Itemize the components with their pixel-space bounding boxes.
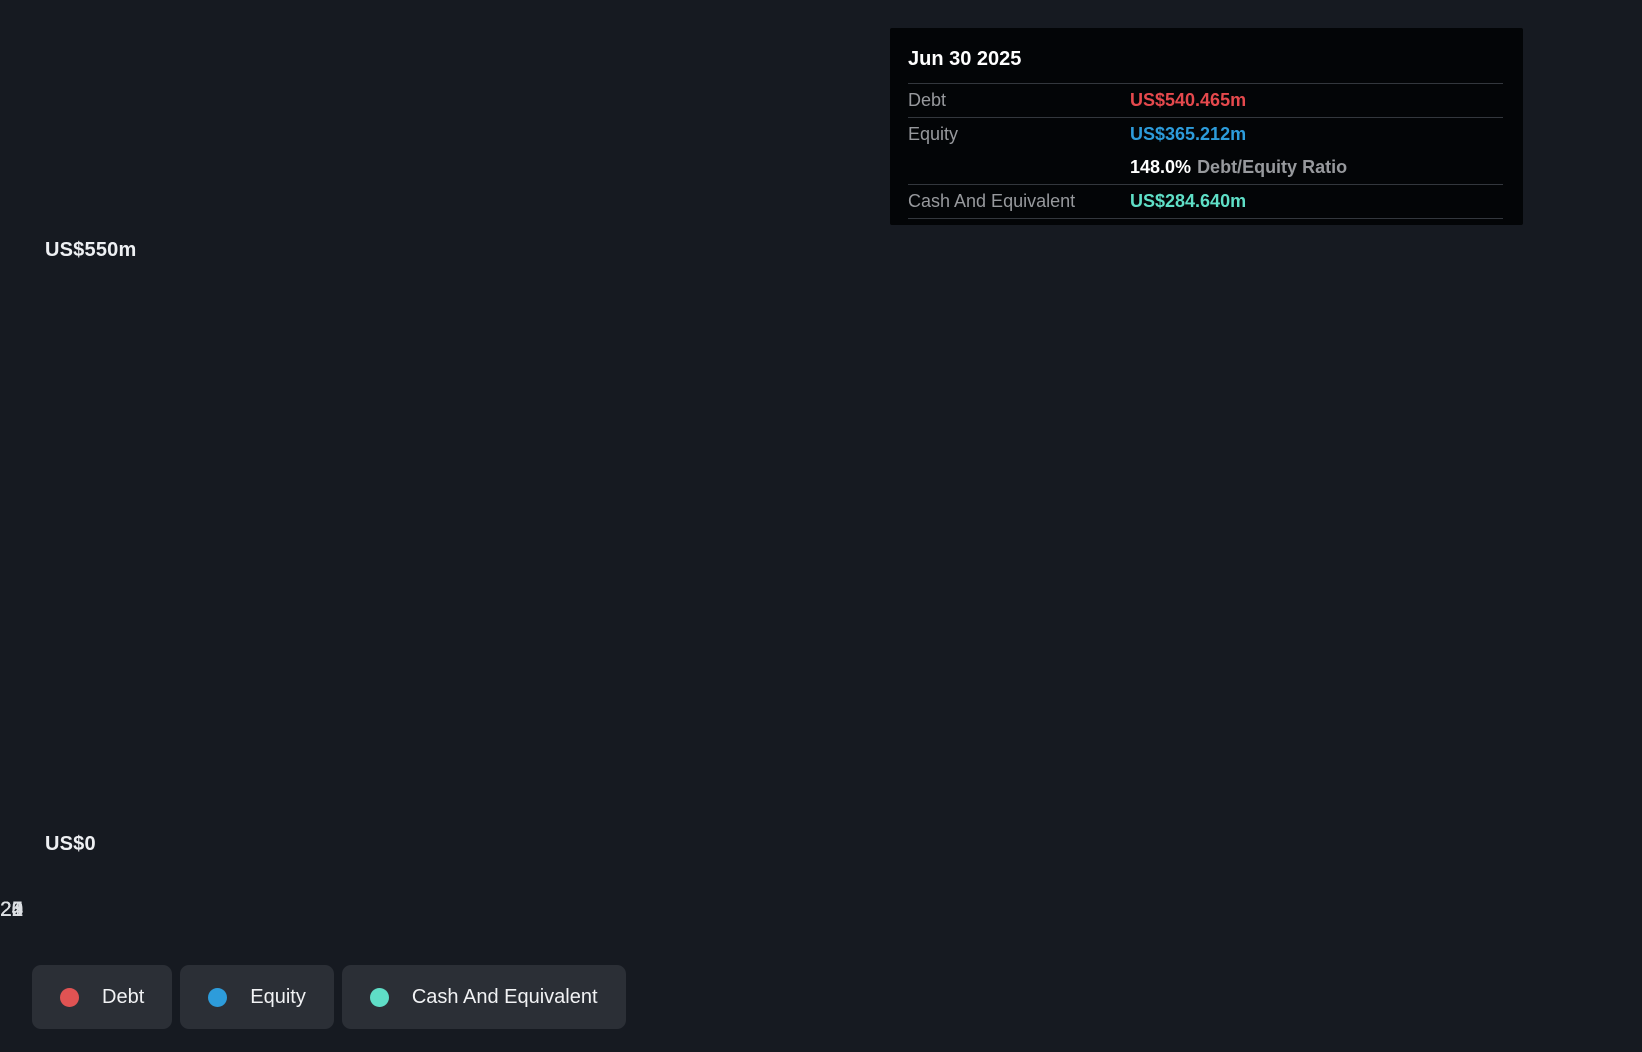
equity-series-dot-icon — [208, 987, 228, 1007]
cash-series-dot-icon — [369, 987, 389, 1007]
y-axis-zero-label: US$0 — [45, 833, 96, 855]
hover-tooltip: Jun 30 2025 Debt US$540.465m Equity US$3… — [890, 28, 1523, 225]
legend-debt-label: Debt — [102, 985, 145, 1008]
x-tick-label-2023: 2023 — [0, 898, 24, 921]
tooltip-equity-value: US$365.212m — [1130, 124, 1247, 144]
legend-equity-label: Equity — [250, 985, 306, 1008]
tooltip-row-cash: Cash And Equivalent US$284.640m — [908, 185, 1503, 219]
tooltip-equity-label: Equity — [908, 124, 959, 144]
tooltip-cash-value: US$284.640m — [1130, 191, 1247, 211]
tooltip-cash-label: Cash And Equivalent — [908, 191, 1076, 211]
legend: Debt Equity Cash And Equivalent — [32, 965, 626, 1029]
tooltip-ratio-label: Debt/Equity Ratio — [1197, 157, 1348, 177]
x-tick-label-2022: 2022 — [0, 898, 24, 921]
tooltip-row-ratio: 148.0% Debt/Equity Ratio — [908, 151, 1503, 185]
x-tick-label-2025: 2025 — [0, 898, 24, 921]
y-axis-max-label: US$550m — [45, 239, 137, 261]
x-tick-label-2024: 2024 — [0, 898, 24, 921]
tooltip-row-equity: Equity US$365.212m — [908, 118, 1503, 151]
tooltip-debt-label: Debt — [908, 90, 947, 110]
tooltip-ratio-value: 148.0% — [1130, 157, 1192, 177]
legend-cash-label: Cash And Equivalent — [411, 985, 598, 1008]
tooltip-row-debt: Debt US$540.465m — [908, 84, 1503, 118]
tooltip-date: Jun 30 2025 — [908, 42, 1503, 84]
legend-item-debt[interactable]: Debt — [32, 965, 173, 1029]
tooltip-debt-value: US$540.465m — [1130, 90, 1247, 110]
x-tick-label-2020: 2020 — [0, 898, 24, 921]
debt-series-dot-icon — [60, 987, 79, 1007]
legend-item-cash[interactable]: Cash And Equivalent — [341, 965, 626, 1029]
legend-item-equity[interactable]: Equity — [180, 965, 334, 1029]
